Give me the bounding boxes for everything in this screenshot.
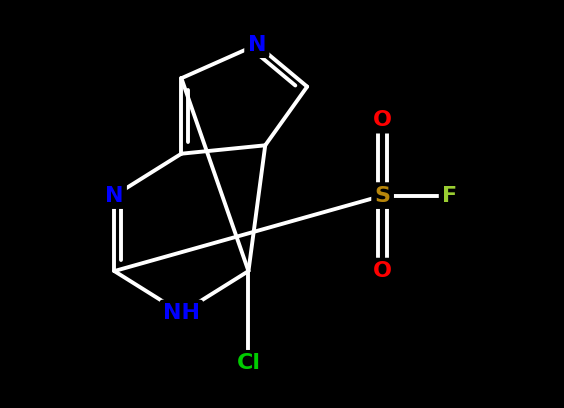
Text: S: S (374, 186, 391, 206)
Text: F: F (442, 186, 457, 206)
Text: O: O (373, 110, 392, 130)
Text: O: O (373, 261, 392, 281)
Text: N: N (248, 35, 266, 55)
Text: N: N (105, 186, 124, 206)
Text: Cl: Cl (236, 353, 261, 373)
Text: NH: NH (163, 303, 200, 323)
